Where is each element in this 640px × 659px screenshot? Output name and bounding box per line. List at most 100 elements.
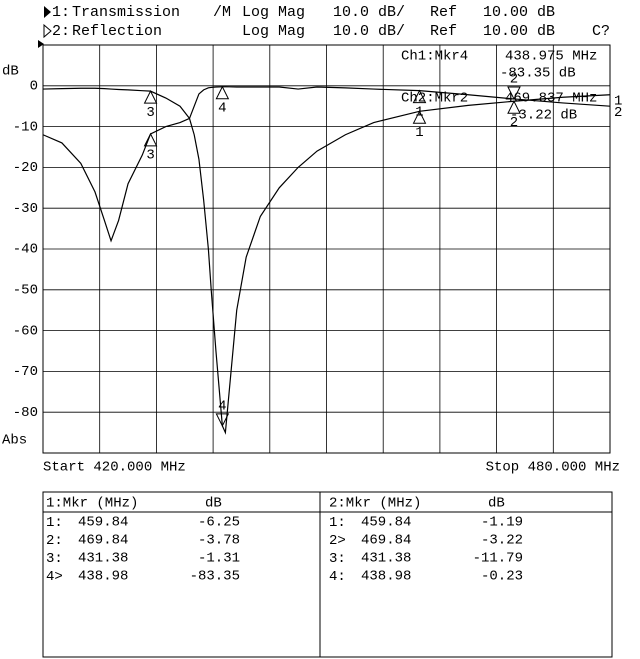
trace — [42, 86, 611, 243]
y-tick-label: -50 — [13, 283, 38, 299]
marker — [215, 413, 230, 427]
trace-name: Reflection — [72, 23, 162, 40]
channel-format: Log Mag — [242, 4, 305, 21]
marker-freq: 459.84 — [78, 515, 128, 531]
marker-number: 1 — [329, 515, 337, 531]
table-unit: dB — [488, 496, 505, 512]
marker-number: 3 — [329, 551, 337, 567]
table-title: 1:Mkr (MHz) — [46, 496, 138, 512]
marker-id: 1: — [46, 515, 63, 531]
marker-freq: 438.98 — [361, 569, 411, 585]
channel-scale: 10.0 dB/ — [333, 4, 405, 21]
marker — [412, 110, 427, 124]
marker-number: 2 — [329, 533, 337, 549]
marker-label: 1 — [415, 104, 423, 120]
y-tick-label: -20 — [13, 160, 38, 176]
marker-id: 4: — [329, 569, 346, 585]
marker-flag: : — [54, 551, 62, 567]
marker-number: 4 — [329, 569, 337, 585]
marker-db: -83.35 — [190, 569, 240, 585]
marker-tables: 1:Mkr (MHz) dB1: 459.84 -6.252: 469.84 -3.783… — [42, 491, 613, 658]
marker-freq: 459.84 — [361, 515, 411, 531]
marker-label: 3 — [146, 148, 154, 164]
active-arrow — [44, 6, 51, 18]
marker-freq: 469.84 — [78, 533, 128, 549]
marker-freq: 438.98 — [78, 569, 128, 585]
marker-id: 3: — [329, 551, 346, 567]
y-axis-label: dB — [2, 64, 19, 80]
y-tick-label: 0 — [30, 79, 38, 95]
marker — [507, 100, 521, 114]
channel-id: 2: — [52, 23, 70, 40]
channel-format: Log Mag — [242, 23, 305, 40]
marker-flag: : — [337, 569, 345, 585]
channel-ref: Ref — [430, 23, 457, 40]
marker-label: 2 — [510, 72, 518, 88]
trace — [42, 87, 611, 435]
channel-status: C? — [592, 23, 610, 40]
marker-id: 4> — [46, 569, 63, 585]
marker-label: 1 — [415, 125, 423, 141]
channel-id: 1: — [52, 4, 70, 21]
readout-label: Ch1:Mkr4 — [401, 49, 468, 65]
table-frame — [42, 491, 613, 658]
marker-label: 2 — [510, 115, 518, 131]
readout-value: -83.35 dB — [500, 66, 576, 82]
readout-label: Ch2:Mkr2 — [401, 91, 468, 107]
plot-area — [42, 44, 611, 454]
marker-flag: > — [337, 533, 345, 549]
table-title: 2:Mkr (MHz) — [329, 496, 421, 512]
y-tick-label: -40 — [13, 242, 38, 258]
table-unit: dB — [205, 496, 222, 512]
marker-db: -1.31 — [198, 551, 240, 567]
readout-freq: 438.975 MHz — [505, 49, 597, 65]
marker-flag: : — [337, 515, 345, 531]
marker-db: -6.25 — [198, 515, 240, 531]
y-tick-label: -10 — [13, 119, 38, 135]
marker-db: -1.19 — [481, 515, 523, 531]
marker — [507, 86, 521, 101]
marker-freq: 469.84 — [361, 533, 411, 549]
ref-pointer — [38, 40, 44, 48]
marker-label: 3 — [146, 105, 154, 121]
marker-freq: 431.38 — [361, 551, 411, 567]
marker-flag: : — [337, 551, 345, 567]
marker-number: 2 — [46, 533, 54, 549]
channel-scale: 10.0 dB/ — [333, 23, 405, 40]
y-tick-label: -60 — [13, 323, 38, 339]
readout-freq: 469.837 MHz — [505, 91, 597, 107]
marker-db: -3.22 — [481, 533, 523, 549]
y-tick-label: -30 — [13, 201, 38, 217]
marker-flag: : — [54, 533, 62, 549]
marker-id: 2> — [329, 533, 346, 549]
trace-name: Transmission — [72, 4, 180, 21]
y-tick-label: -70 — [13, 364, 38, 380]
marker — [143, 132, 158, 147]
marker-db: -0.23 — [481, 569, 523, 585]
marker-label: 4 — [218, 100, 226, 116]
marker-number: 3 — [46, 551, 54, 567]
channel-ref: Ref — [430, 4, 457, 21]
marker — [215, 85, 230, 100]
y-tick-label: -80 — [13, 405, 38, 421]
trace-end-label: 2 — [614, 105, 622, 121]
marker — [412, 89, 427, 104]
marker-freq: 431.38 — [78, 551, 128, 567]
channel-ref-value: 10.00 dB — [483, 23, 555, 40]
marker-flag: : — [54, 515, 62, 531]
y-format-label: Abs — [2, 433, 27, 449]
readout-value: -3.22 dB — [510, 108, 577, 124]
channel-flag: /M — [213, 4, 231, 21]
marker — [143, 90, 158, 104]
stop-label: Stop 480.000 MHz — [486, 460, 620, 476]
channel-ref-value: 10.00 dB — [483, 4, 555, 21]
inactive-arrow — [43, 23, 52, 39]
marker-flag: > — [54, 569, 62, 585]
trace-end-label: 1 — [614, 93, 622, 109]
marker-number: 4 — [46, 569, 54, 585]
start-label: Start 420.000 MHz — [43, 460, 186, 476]
marker-db: -11.79 — [473, 551, 523, 567]
marker-id: 1: — [329, 515, 346, 531]
marker-id: 3: — [46, 551, 63, 567]
